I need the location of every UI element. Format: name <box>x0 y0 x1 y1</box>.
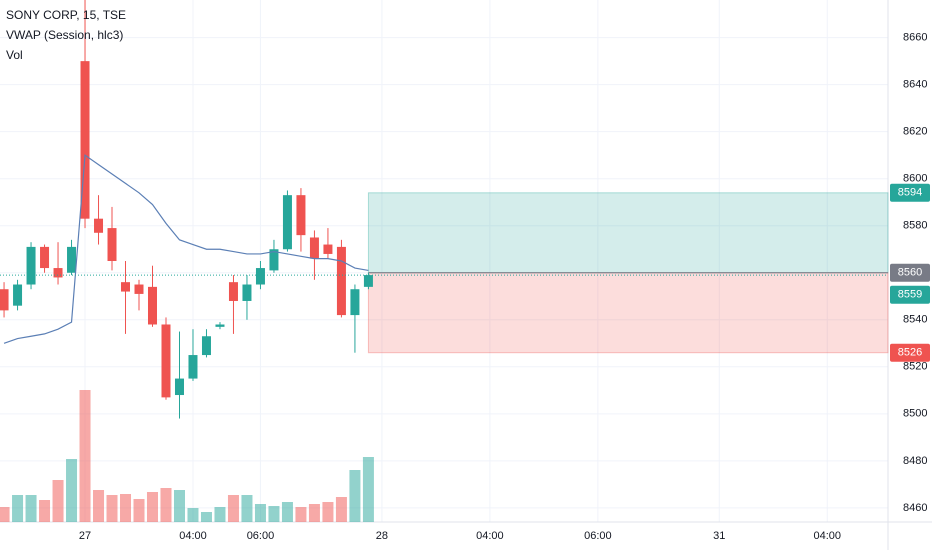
candle-body <box>336 246 346 316</box>
candle-body <box>201 336 211 356</box>
profit-zone <box>367 192 889 274</box>
candle-body <box>94 218 104 233</box>
candle-body <box>350 289 360 316</box>
target-tag <box>890 183 930 202</box>
x-tick-label: 06:00 <box>584 530 612 542</box>
y-tick-label: 8640 <box>903 79 927 91</box>
volume-bar <box>241 495 253 522</box>
candle-body <box>67 246 77 273</box>
candle-body <box>147 286 157 325</box>
candle-body <box>40 246 50 269</box>
candle-body <box>255 268 265 285</box>
candle-body <box>323 244 333 254</box>
volume-bar <box>160 488 172 522</box>
volume-bar <box>133 499 145 522</box>
volume-bar <box>25 495 37 522</box>
entry-tag-label: 8560 <box>898 267 922 279</box>
candle-body <box>269 249 279 271</box>
volume-bar <box>295 507 307 522</box>
y-tick-label: 8580 <box>903 220 927 232</box>
candle-body <box>282 195 292 250</box>
candle-body <box>188 355 198 379</box>
volume-bar <box>79 390 91 522</box>
y-tick-label: 8480 <box>903 455 927 467</box>
x-tick-label: 06:00 <box>247 530 275 542</box>
y-tick-label: 8540 <box>903 314 927 326</box>
candle-body <box>121 282 131 292</box>
candle-body <box>0 289 9 311</box>
candle-body <box>107 228 117 261</box>
target-tag-label: 8594 <box>898 187 922 199</box>
y-tick-label: 8620 <box>903 126 927 138</box>
volume-bar <box>349 470 361 522</box>
loss-zone <box>367 272 889 354</box>
candle-body <box>26 246 36 285</box>
x-tick-label: 27 <box>79 530 91 542</box>
volume-bar <box>200 512 212 522</box>
last-price-tag-label: 8559 <box>898 289 922 301</box>
volume-bar <box>12 495 24 522</box>
entry-tag <box>890 263 930 282</box>
volume-bar <box>146 492 158 522</box>
volume-bar <box>254 504 266 522</box>
candle-body <box>134 284 144 294</box>
candle-body <box>363 275 373 287</box>
volume-bar <box>66 459 78 522</box>
x-tick-label: 31 <box>713 530 725 542</box>
y-tick-label: 8600 <box>903 173 927 185</box>
volume-bar <box>268 506 280 522</box>
stop-tag <box>890 343 930 362</box>
last-price-tag <box>890 285 930 304</box>
volume-bar <box>362 457 374 522</box>
y-tick-label: 8500 <box>903 408 927 420</box>
x-tick-label: 04:00 <box>814 530 842 542</box>
candle-body <box>53 268 63 278</box>
x-tick-label: 04:00 <box>179 530 207 542</box>
y-tick-label: 8660 <box>903 32 927 44</box>
volume-bar <box>322 502 334 522</box>
volume-bar <box>214 507 226 522</box>
volume-bar <box>106 495 118 522</box>
y-tick-label: 8520 <box>903 361 927 373</box>
stop-tag-label: 8526 <box>898 347 922 359</box>
volume-bar <box>93 490 105 522</box>
candle-body <box>228 282 238 301</box>
volume-bar <box>308 504 320 522</box>
x-tick-label: 04:00 <box>476 530 504 542</box>
chart-title: SONY CORP, 15, TSE <box>6 8 126 22</box>
indicator-label: VWAP (Session, hlc3) <box>6 28 123 42</box>
volume-bar <box>335 497 347 522</box>
volume-bar <box>227 495 239 522</box>
candle-body <box>215 324 225 327</box>
candle-body <box>309 237 319 259</box>
y-tick-label: 8460 <box>903 502 927 514</box>
candle-body <box>161 324 171 398</box>
candle-body <box>174 378 184 396</box>
volume-bar <box>0 507 10 522</box>
candle-body <box>296 195 306 236</box>
candle-body <box>80 61 90 219</box>
indicator-label: Vol <box>6 48 23 62</box>
volume-bar <box>187 508 199 522</box>
vwap-line <box>3 154 369 344</box>
volume-bar <box>39 500 51 522</box>
volume-bar <box>281 502 293 522</box>
x-tick-label: 28 <box>376 530 388 542</box>
candle-body <box>242 284 252 301</box>
candle-body <box>13 284 23 306</box>
volume-bar <box>120 494 132 522</box>
volume-bar <box>173 490 185 522</box>
volume-bar <box>52 480 64 522</box>
